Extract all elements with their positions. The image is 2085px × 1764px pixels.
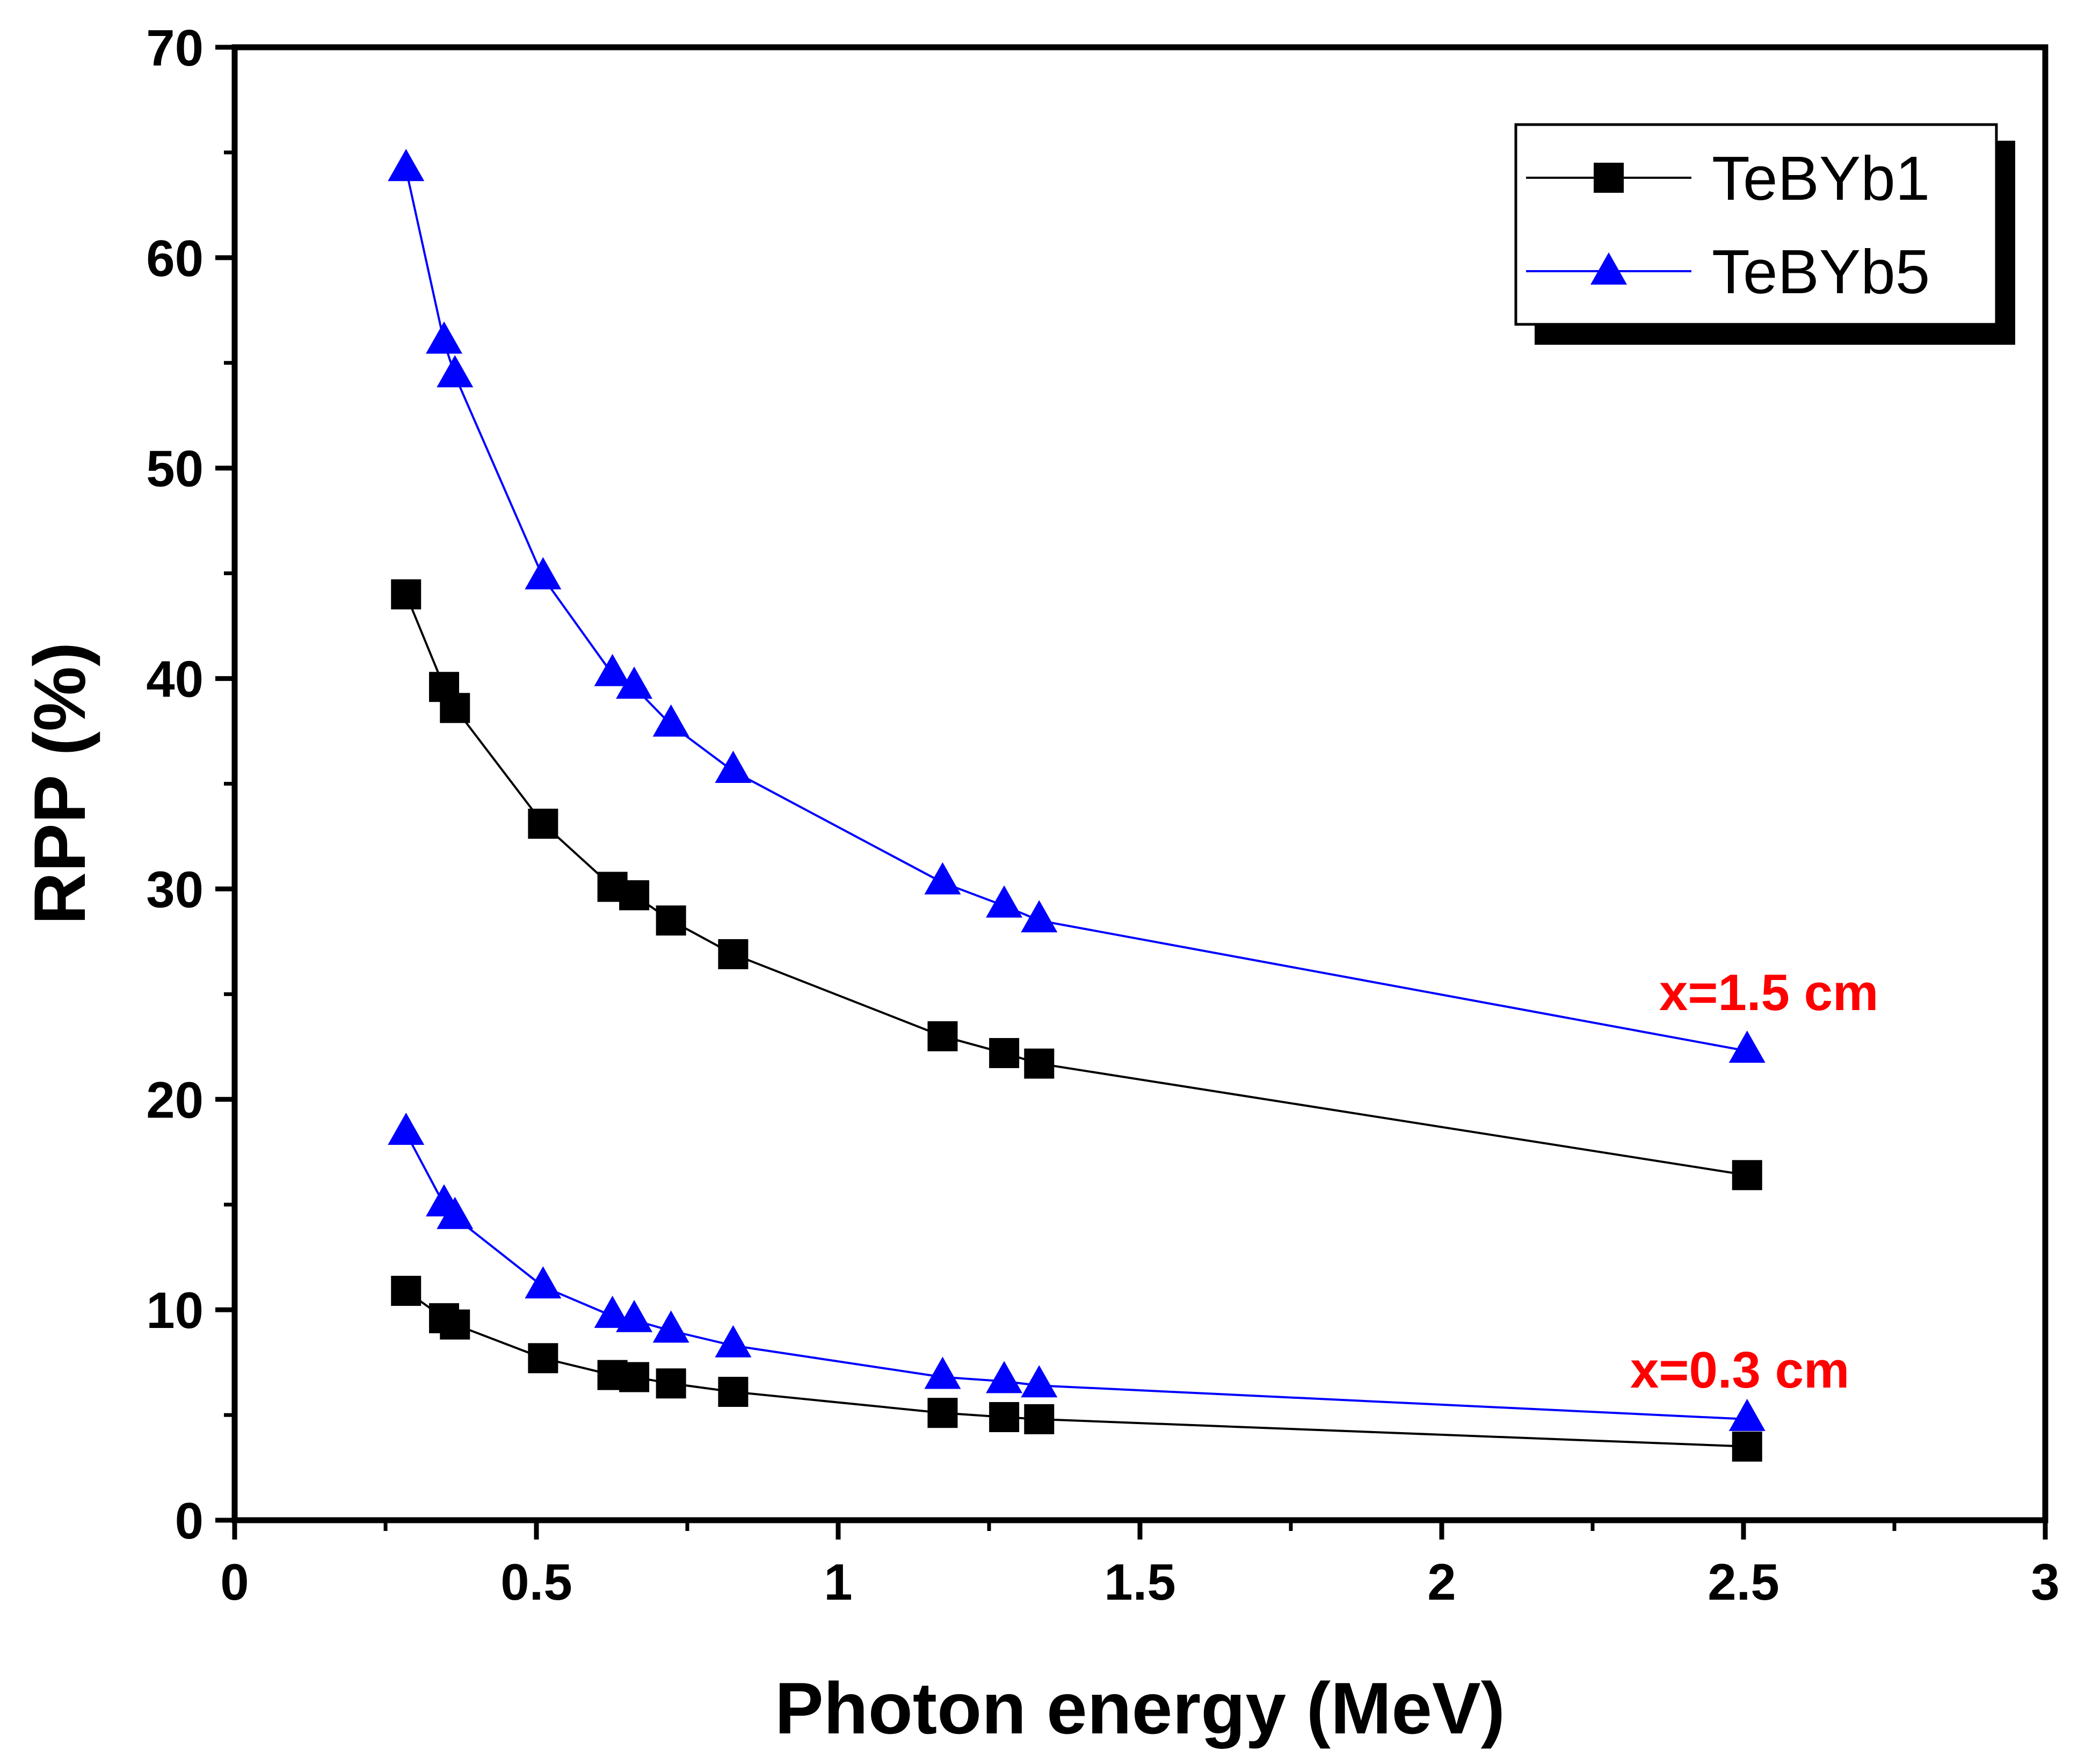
data-point-tebyb1-x-1-5-cm [391,579,422,609]
data-point-tebyb1-x-0-3-cm [528,1343,558,1374]
data-point-tebyb1-x-1-5-cm [619,880,650,911]
data-point-tebyb1-x-0-3-cm [1732,1431,1762,1462]
data-point-tebyb5-x-0-3-cm [616,1300,653,1332]
x-axis-title: Photon energy (MeV) [775,1667,1505,1749]
data-point-tebyb1-x-0-3-cm [440,1309,470,1340]
data-point-tebyb5-x-0-3-cm [1021,1365,1058,1398]
data-point-tebyb5-x-1-5-cm [715,750,752,783]
data-point-tebyb1-x-1-5-cm [989,1038,1020,1069]
data-point-tebyb1-x-1-5-cm [718,939,749,969]
data-point-tebyb1-x-1-5-cm [1732,1160,1762,1190]
y-tick-label: 0 [175,1492,204,1550]
x-tick-label: 3 [2031,1554,2059,1611]
data-point-tebyb5-x-0-3-cm [652,1310,689,1343]
data-point-tebyb1-x-1-5-cm [656,905,686,936]
series-layer [388,149,1766,1462]
legend-label-tebyb5: TeBYb5 [1712,237,1930,307]
data-point-tebyb5-x-0-3-cm [388,1112,425,1145]
x-tick-label: 2.5 [1708,1554,1779,1611]
data-point-tebyb1-x-0-3-cm [989,1402,1020,1432]
y-tick-label: 60 [146,230,204,287]
data-point-tebyb5-x-0-3-cm [437,1196,474,1229]
data-point-tebyb1-x-1-5-cm [440,693,470,723]
data-point-tebyb5-x-1-5-cm [616,666,653,699]
data-point-tebyb5-x-0-3-cm [525,1266,562,1299]
data-point-tebyb5-x-1-5-cm [388,149,425,182]
legend-marker-triangle [1590,252,1627,285]
x-tick-label: 2 [1427,1554,1456,1611]
data-point-tebyb1-x-0-3-cm [619,1362,650,1392]
data-point-tebyb1-x-0-3-cm [1024,1404,1055,1434]
legend-label-tebyb1: TeBYb1 [1712,143,1930,213]
legend-marker-square [1594,163,1624,193]
y-axis-ticks: 0 10 20 30 40 50 60 70 [146,19,235,1550]
data-point-tebyb1-x-0-3-cm [718,1376,749,1407]
data-point-tebyb1-x-1-5-cm [528,808,558,839]
data-point-tebyb1-x-0-3-cm [927,1398,958,1428]
y-tick-label: 50 [146,440,204,498]
legend-box [1514,123,1998,326]
x-tick-label: 1.5 [1104,1554,1175,1611]
data-point-tebyb1-x-0-3-cm [391,1275,422,1306]
data-point-tebyb5-x-0-3-cm [1728,1398,1766,1431]
data-point-tebyb5-x-1-5-cm [652,704,689,737]
annotation-x-0-3-cm: x=0.3 cm [1630,1341,1849,1399]
data-point-tebyb5-x-0-3-cm [594,1295,631,1328]
x-tick-label: 0.5 [500,1554,572,1611]
data-point-tebyb5-x-1-5-cm [525,557,562,590]
y-tick-label: 70 [146,19,204,77]
data-point-tebyb5-x-1-5-cm [986,885,1023,918]
x-tick-label: 0 [220,1554,249,1611]
data-point-tebyb5-x-1-5-cm [924,862,961,895]
data-point-tebyb1-x-1-5-cm [927,1021,958,1051]
legend: TeBYb1 TeBYb5 [1514,123,2015,345]
data-point-tebyb5-x-1-5-cm [594,654,631,686]
annotation-x-1-5-cm: x=1.5 cm [1659,964,1878,1021]
data-point-tebyb1-x-1-5-cm [1024,1048,1055,1079]
y-tick-label: 40 [146,651,204,708]
data-point-tebyb5-x-1-5-cm [1728,1030,1766,1063]
data-point-tebyb5-x-0-3-cm [715,1325,752,1358]
x-tick-label: 1 [824,1554,852,1611]
y-axis-title: RPP (%) [19,642,100,925]
x-axis-ticks: 0 0.5 1 1.5 2 2.5 3 [220,1520,2060,1611]
y-tick-label: 30 [146,861,204,918]
data-point-tebyb5-x-1-5-cm [426,321,463,354]
data-point-tebyb5-x-0-3-cm [924,1356,961,1389]
data-point-tebyb5-x-1-5-cm [1021,900,1058,933]
y-tick-label: 10 [146,1282,204,1339]
y-tick-label: 20 [146,1071,204,1129]
data-point-tebyb1-x-0-3-cm [656,1368,686,1399]
data-point-tebyb5-x-0-3-cm [986,1361,1023,1393]
data-point-tebyb5-x-1-5-cm [437,355,474,388]
